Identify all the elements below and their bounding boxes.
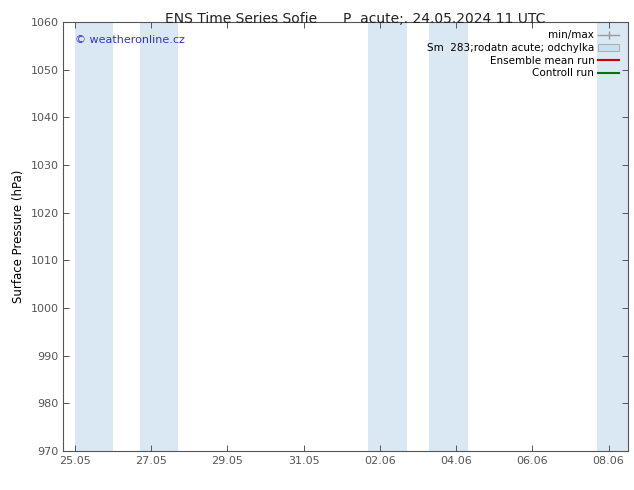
Text: © weatheronline.cz: © weatheronline.cz <box>75 35 184 45</box>
Bar <box>368 22 406 451</box>
Bar <box>139 22 178 451</box>
Bar <box>429 22 467 451</box>
Y-axis label: Surface Pressure (hPa): Surface Pressure (hPa) <box>12 170 25 303</box>
Text: ENS Time Series Sofie: ENS Time Series Sofie <box>165 12 317 26</box>
Bar <box>597 22 628 451</box>
Legend: min/max, Sm  283;rodatn acute; odchylka, Ensemble mean run, Controll run: min/max, Sm 283;rodatn acute; odchylka, … <box>424 27 623 81</box>
Bar <box>75 22 113 451</box>
Text: P  acute;. 24.05.2024 11 UTC: P acute;. 24.05.2024 11 UTC <box>342 12 545 26</box>
